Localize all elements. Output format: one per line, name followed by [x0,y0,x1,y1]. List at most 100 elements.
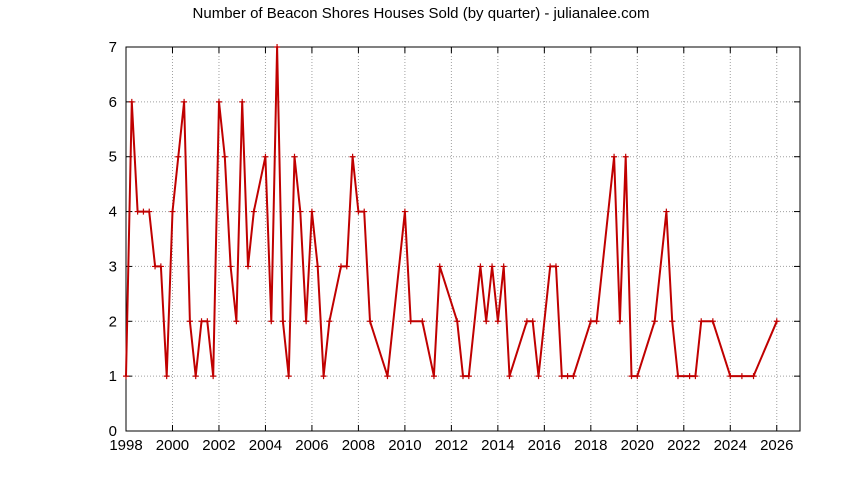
data-point [337,263,344,270]
data-point [611,153,618,160]
data-point [460,373,466,380]
data-point [384,373,391,380]
data-point [157,263,164,270]
data-point [465,373,472,380]
data-point [343,263,350,270]
data-point [709,318,716,325]
data-point [297,208,304,215]
data-point [773,318,780,325]
data-point [698,318,705,325]
data-point [233,318,240,325]
data-point [227,263,234,270]
data-point [146,208,153,215]
data-point [593,318,600,325]
data-point [198,318,205,325]
data-point [401,208,408,215]
data-point [587,318,594,325]
data-point [268,318,275,325]
data-point [320,373,327,380]
series-layer [123,44,780,380]
x-tick-label: 2020 [621,437,654,454]
axis-ticks: 0 1 2 3 4 5 6 7 1998 2000 2002 2004 2006 2008 2010 2012… [109,39,800,454]
data-point [558,373,565,380]
data-point [489,263,496,270]
data-point [163,373,170,380]
data-point [523,318,530,325]
data-point [477,263,484,270]
plot-frame [125,46,801,432]
data-point [628,373,635,380]
data-point [221,153,228,160]
x-tick-label: 2006 [295,437,328,454]
data-point [500,263,507,270]
data-point [494,318,501,325]
y-tick-label: 5 [109,149,117,166]
data-point [349,153,356,160]
data-point [186,318,193,325]
data-point [326,318,333,325]
data-point [692,373,699,380]
y-tick-label: 6 [109,94,117,111]
data-point [651,318,658,325]
data-point [262,153,269,160]
data-point [529,318,536,325]
data-point [245,263,252,270]
data-point [686,373,693,380]
data-point [274,44,281,50]
data-point [291,153,298,160]
data-point [547,263,554,270]
x-tick-label: 2002 [202,437,235,454]
data-point [738,373,745,380]
data-point [663,208,670,215]
x-tick-label: 2008 [342,437,375,454]
data-point [250,208,257,215]
x-tick-label: 2012 [435,437,468,454]
data-point [407,318,414,325]
data-point [128,98,135,105]
data-point [436,263,443,270]
data-point [140,208,147,215]
data-point [454,318,461,325]
data-point [152,263,159,270]
x-tick-label: 1998 [109,437,142,454]
x-tick-label: 2010 [388,437,421,454]
x-tick-label: 2024 [714,437,747,454]
y-tick-label: 3 [109,258,117,275]
data-point [535,373,542,380]
data-point [430,373,437,380]
chart-title: Number of Beacon Shores Houses Sold (by … [193,5,650,22]
data-point [506,373,513,380]
x-tick-label: 2014 [481,437,514,454]
x-tick-label: 2022 [667,437,700,454]
y-tick-label: 1 [109,368,117,385]
y-tick-label: 2 [109,313,117,330]
data-point [750,373,757,380]
data-point [419,318,426,325]
data-point [634,373,641,380]
data-point [175,153,182,160]
data-point [669,318,676,325]
data-point [210,373,217,380]
data-point [367,318,374,325]
x-tick-label: 2016 [528,437,561,454]
data-point [181,98,188,105]
x-tick-label: 2000 [156,437,189,454]
data-point [622,153,629,160]
data-point [355,208,362,215]
data-point [192,373,199,380]
data-point [134,208,141,215]
data-point [616,318,623,325]
x-tick-label: 2026 [760,437,793,454]
x-tick-label: 2018 [574,437,607,454]
data-point [215,98,222,105]
data-point [204,318,211,325]
data-point [564,373,571,380]
data-point [727,373,734,380]
data-point [483,318,490,325]
x-tick-label: 2004 [249,437,282,454]
data-point [303,318,310,325]
data-point [169,208,176,215]
data-point [314,263,321,270]
